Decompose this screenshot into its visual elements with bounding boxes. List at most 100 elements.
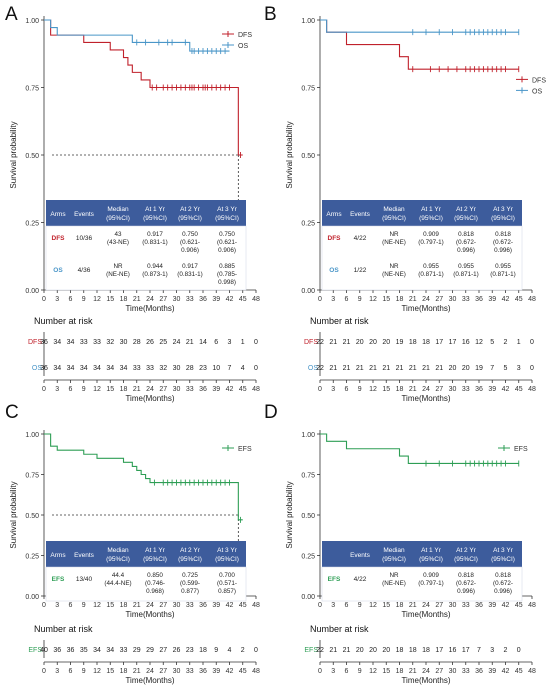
- x-tick-label: 42: [226, 296, 234, 303]
- x-tick-label: 15: [382, 602, 390, 609]
- risk-x-tick-label: 24: [146, 386, 154, 393]
- table-cell: EFS: [52, 576, 65, 583]
- risk-value: 21: [369, 365, 377, 372]
- risk-x-tick-label: 36: [199, 668, 207, 675]
- risk-x-tick-label: 42: [502, 386, 510, 393]
- table-cell: 0.818: [495, 572, 511, 579]
- y-axis-title: Survival probability: [9, 121, 18, 188]
- table-body-bg: [321, 225, 523, 291]
- panel-letter: C: [5, 402, 19, 423]
- risk-value: 5: [504, 365, 508, 372]
- table-body-bg: [321, 566, 523, 602]
- risk-value: 29: [146, 647, 154, 654]
- table-header-cell-sub: (95%CI): [178, 556, 202, 563]
- x-tick-label: 18: [120, 296, 128, 303]
- table-cell: 4/22: [354, 235, 367, 242]
- risk-value: 28: [186, 365, 194, 372]
- x-tick-label: 18: [120, 602, 128, 609]
- series-line-dfs: [320, 19, 519, 70]
- risk-x-tick-label: 15: [106, 668, 114, 675]
- table-cell-ci: (NE-NE): [106, 271, 130, 278]
- y-tick-label: 1.00: [301, 18, 315, 25]
- table-cell: 0.909: [423, 231, 439, 238]
- x-tick-label: 30: [449, 602, 457, 609]
- table-header-cell-sub: (95%CI): [106, 215, 130, 222]
- risk-x-tick-label: 48: [252, 668, 260, 675]
- risk-x-tick-label: 24: [422, 386, 430, 393]
- risk-value: 0: [530, 365, 534, 372]
- table-header-cell-sub: (95%CI): [215, 556, 239, 563]
- risk-x-tick-label: 39: [212, 668, 220, 675]
- table-cell: 44.4: [112, 572, 125, 579]
- risk-value: 21: [343, 647, 351, 654]
- risk-value: 20: [382, 647, 390, 654]
- table-cell-ci: (0.785-: [217, 271, 237, 278]
- risk-x-tick-label: 45: [515, 386, 523, 393]
- table-cell: 0.885: [219, 263, 235, 270]
- x-axis-title: Time(Months): [125, 610, 174, 619]
- risk-x-tick-label: 6: [69, 668, 73, 675]
- risk-title: Number at risk: [310, 624, 369, 634]
- x-tick-label: 0: [318, 602, 322, 609]
- risk-x-tick-label: 33: [186, 668, 194, 675]
- risk-x-tick-label: 3: [331, 386, 335, 393]
- risk-x-axis-title: Time(Months): [401, 394, 450, 403]
- risk-value: 2: [504, 647, 508, 654]
- table-cell: 0.909: [423, 572, 439, 579]
- x-tick-label: 42: [502, 296, 510, 303]
- table-cell: 0.955: [423, 263, 439, 270]
- risk-value: 16: [449, 647, 457, 654]
- risk-value: 3: [228, 339, 232, 346]
- x-tick-label: 48: [252, 296, 260, 303]
- y-tick-label: 0.50: [301, 513, 315, 520]
- table-header-cell-sub: (95%CI): [419, 215, 443, 222]
- x-tick-label: 36: [199, 296, 207, 303]
- risk-x-tick-label: 0: [42, 668, 46, 675]
- table-cell: NR: [389, 263, 399, 270]
- table-header-cell: At 1 Yr: [145, 547, 166, 554]
- risk-value: 12: [475, 339, 483, 346]
- risk-value: 26: [173, 647, 181, 654]
- risk-x-tick-label: 18: [120, 386, 128, 393]
- risk-value: 35: [80, 647, 88, 654]
- x-tick-label: 21: [133, 296, 141, 303]
- risk-value: 36: [53, 647, 61, 654]
- risk-title: Number at risk: [310, 316, 369, 326]
- table-header-cell: At 3 Yr: [493, 547, 514, 554]
- risk-x-axis-title: Time(Months): [125, 676, 174, 685]
- table-cell: DFS: [52, 235, 66, 242]
- y-tick-label: 0.25: [25, 554, 39, 561]
- table-header-cell: At 2 Yr: [456, 206, 477, 213]
- risk-value: 21: [343, 365, 351, 372]
- risk-x-tick-label: 0: [318, 386, 322, 393]
- table-cell-ci: (0.797-1): [418, 580, 444, 587]
- risk-value: 34: [106, 365, 114, 372]
- x-tick-label: 6: [69, 296, 73, 303]
- risk-row-label: OS: [308, 365, 318, 372]
- table-cell: NR: [113, 263, 123, 270]
- x-tick-label: 12: [369, 602, 377, 609]
- table-cell-ci: 0.996): [457, 247, 475, 254]
- panel-d: D0.000.250.500.751.000 3 6 9 12 15 18 21 24 27 30 3…: [264, 402, 536, 685]
- x-tick-label: 21: [409, 602, 417, 609]
- table-cell: 43: [114, 231, 122, 238]
- risk-value: 18: [199, 647, 207, 654]
- table-cell-ci: (0.831-1): [177, 271, 203, 278]
- x-tick-label: 45: [239, 602, 247, 609]
- x-tick-label: 45: [515, 602, 523, 609]
- risk-value: 0: [530, 339, 534, 346]
- x-tick-label: 36: [199, 602, 207, 609]
- risk-value: 20: [449, 365, 457, 372]
- table-header-cell-sub: (95%CI): [454, 556, 478, 563]
- risk-value: 21: [435, 365, 443, 372]
- risk-value: 21: [356, 365, 364, 372]
- y-tick-label: 0.00: [301, 594, 315, 601]
- table-cell: NR: [389, 231, 399, 238]
- table-header-cell-sub: (95%CI): [382, 215, 406, 222]
- risk-value: 21: [396, 365, 404, 372]
- risk-value: 32: [106, 339, 114, 346]
- table-header-cell: Events: [74, 552, 95, 559]
